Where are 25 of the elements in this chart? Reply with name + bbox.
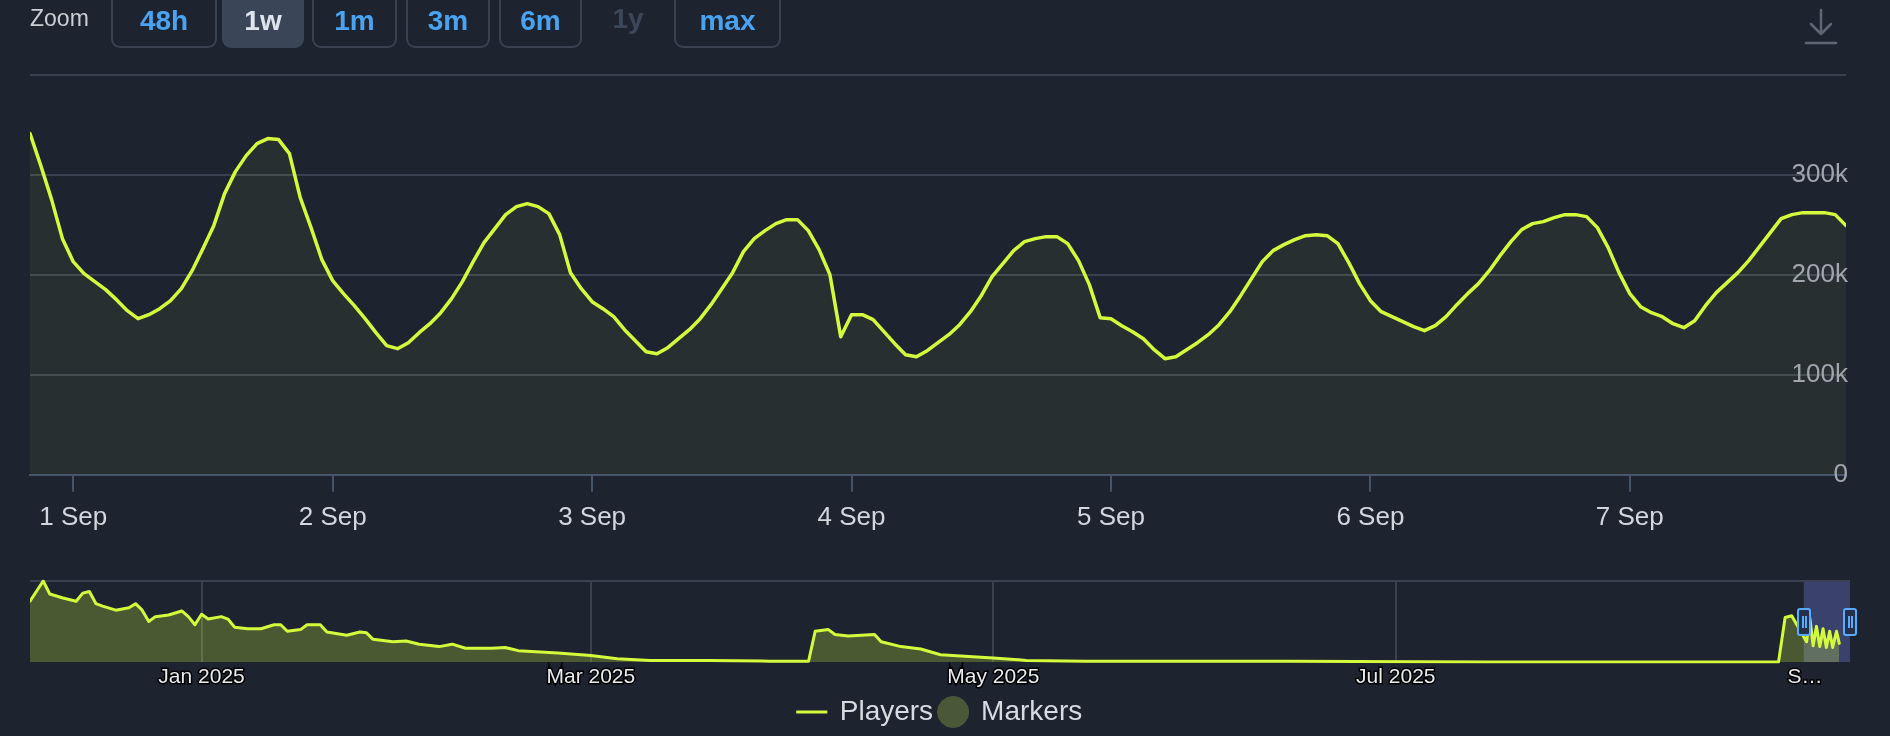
y-tick-label: 300k: [1791, 157, 1849, 188]
x-tick-label: S…: [1787, 664, 1823, 688]
x-tick-label: 6 Sep: [1336, 501, 1405, 532]
y-tick-label: 0: [1833, 457, 1848, 488]
x-tick-label: May 2025: [947, 664, 1040, 688]
range-button: 48h: [111, 0, 217, 48]
y-tick-label: 100k: [1791, 357, 1849, 388]
x-tick-label: 7 Sep: [1595, 501, 1664, 532]
range-button: max: [674, 0, 781, 48]
legend-label: Players: [839, 694, 934, 726]
y-tick-label: 200k: [1791, 257, 1849, 288]
range-button: 6m: [499, 0, 582, 48]
x-tick-label: Mar 2025: [546, 664, 636, 688]
x-tick-label: Jul 2025: [1356, 664, 1436, 688]
range-button: 1m: [312, 0, 397, 48]
x-tick-label: 1 Sep: [39, 501, 108, 532]
range-button: 1w: [222, 0, 304, 48]
legend-label: Markers: [981, 694, 1083, 726]
x-tick-label: 5 Sep: [1076, 501, 1145, 532]
x-tick-label: 2 Sep: [298, 501, 367, 532]
x-tick-label: Jan 2025: [158, 664, 245, 688]
x-tick-label: 3 Sep: [558, 501, 627, 532]
range-button: 3m: [406, 0, 490, 48]
text: Zoom: [30, 4, 89, 33]
x-tick-label: 4 Sep: [817, 501, 886, 532]
